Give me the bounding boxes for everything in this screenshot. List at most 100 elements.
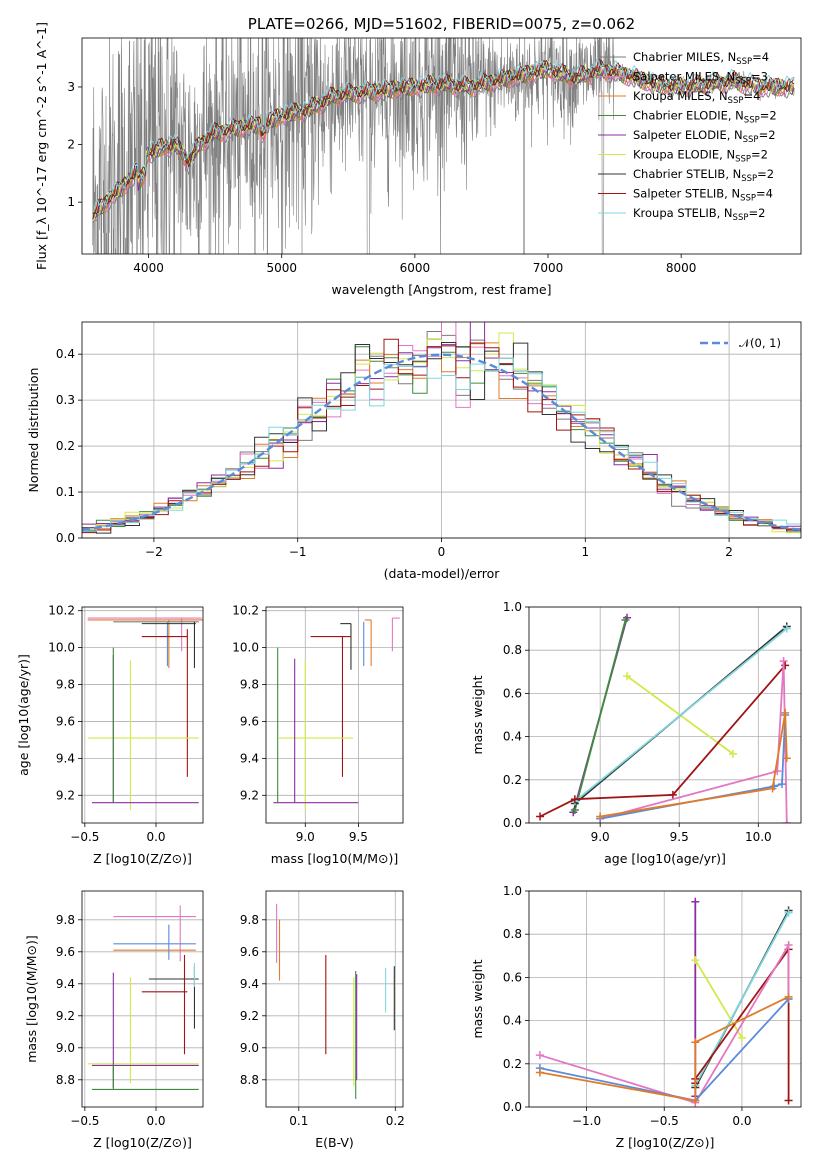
x-tick-label: 9.5: [670, 830, 689, 844]
data-point: [536, 812, 545, 821]
x-tick-label: 0.1: [289, 1114, 308, 1128]
y-tick-label: 1: [67, 195, 75, 209]
x-tick-label: −0.5: [650, 1114, 679, 1128]
panel-7: 0.1 0.2 8.8 9.0 9.2 9.4 9.6 9.8 E(B-V): [240, 890, 405, 1150]
axes-frame: [81, 890, 204, 1108]
y-tick-label: 10.2: [232, 604, 259, 618]
y-tick-label: 9.4: [240, 977, 259, 991]
panel-5: 9.0 9.5 10.0 0.0 0.2 0.4 0.6 0.8 1.0 age [log10(a…: [470, 600, 802, 866]
y-tick-label: 0.1: [56, 485, 75, 499]
x-axis-label: (data-model)/error: [384, 566, 501, 581]
legend-label-4: Chabrier ELODIE, NSSP=2: [633, 109, 777, 126]
legend-label-1: Chabrier MILES, NSSP=4: [633, 50, 769, 67]
legend-label-7: Chabrier STELIB, NSSP=2: [633, 167, 774, 184]
legend-label-2: Salpeter MILES, NSSP=3: [633, 70, 768, 87]
x-axis-label: Z [log10(Z/Z⊙)]: [93, 1135, 192, 1150]
y-tick-label: 9.0: [240, 1041, 259, 1055]
y-axis-label: Flux [f_λ 10^-17 erg cm^-2 s^-1 A^-1]: [34, 22, 49, 270]
data-point: [691, 956, 700, 965]
gaussian-curve: [82, 353, 801, 532]
x-tick-label: 9.0: [591, 830, 610, 844]
legend-label-9: Kroupa STELIB, NSSP=2: [633, 206, 765, 223]
y-tick-label: 9.8: [240, 913, 259, 927]
y-tick-label: 9.6: [56, 714, 75, 728]
y-tick-label: 0.4: [56, 347, 75, 361]
axes-frame: [81, 321, 802, 539]
y-tick-label: 9.4: [240, 751, 259, 765]
x-tick-label: 5000: [266, 261, 297, 275]
legend-label-3: Kroupa MILES, NSSP=4: [633, 89, 760, 106]
data-point: [782, 754, 791, 763]
series-6: [535, 941, 793, 1107]
y-tick-label: 9.4: [56, 751, 75, 765]
y-tick-label: 8.8: [56, 1073, 75, 1087]
plot-area: [82, 322, 801, 534]
data-point: [691, 897, 700, 906]
y-tick-label: 9.8: [240, 678, 259, 692]
x-tick-label: 0: [438, 545, 446, 559]
x-tick-label: 7000: [533, 261, 564, 275]
gridlines: [82, 891, 203, 1107]
data-point: [784, 908, 793, 917]
y-tick-label: 0.8: [503, 643, 522, 657]
y-tick-label: 3: [67, 80, 75, 94]
series-line: [574, 619, 627, 811]
errorbar-6: [310, 635, 351, 777]
y-axis-label: Normed distribution: [26, 368, 41, 493]
x-axis-label: age [log10(age/yr)]: [604, 851, 726, 866]
y-tick-label: 0.3: [56, 393, 75, 407]
x-tick-label: −0.5: [70, 1114, 99, 1128]
data-point: [623, 672, 632, 681]
plot-area: [92, 38, 795, 254]
model-spectrum-9: [92, 58, 795, 213]
y-tick-label: 9.2: [56, 1009, 75, 1023]
x-tick-label: 0.2: [386, 1114, 405, 1128]
plot-area: [273, 617, 400, 811]
data-point: [621, 615, 630, 624]
y-tick-label: 10.0: [48, 641, 75, 655]
y-tick-label: 9.8: [56, 913, 75, 927]
data-point: [691, 1096, 700, 1105]
x-axis-label: Z [log10(Z/Z⊙)]: [616, 1135, 715, 1150]
legend-label-5: Salpeter ELODIE, NSSP=2: [633, 128, 776, 145]
data-point: [535, 1051, 544, 1060]
x-tick-label: 2: [725, 545, 733, 559]
x-tick-label: 6000: [400, 261, 431, 275]
data-point: [668, 790, 677, 799]
y-tick-label: 9.6: [56, 945, 75, 959]
axes-frame: [265, 890, 404, 1108]
errorbar-8: [273, 658, 359, 804]
axes-frame: [528, 606, 802, 824]
y-tick-label: 0.4: [503, 1014, 522, 1028]
axes-frame: [81, 37, 802, 255]
plot-area: [535, 897, 793, 1107]
series-line: [574, 627, 788, 803]
errorbar-1: [391, 617, 400, 652]
series-9: [596, 708, 791, 821]
series-6: [536, 661, 790, 821]
y-axis-label: mass weight: [470, 959, 485, 1038]
x-tick-label: 8000: [666, 261, 697, 275]
legend-label-6: Kroupa ELODIE, NSSP=2: [633, 148, 768, 165]
y-tick-label: 0.2: [503, 773, 522, 787]
series-8: [535, 992, 793, 1105]
x-tick-label: −0.5: [70, 830, 99, 844]
data-point: [779, 657, 788, 665]
data-point: [535, 1068, 544, 1077]
y-tick-label: 9.0: [56, 1041, 75, 1055]
y-tick-label: 9.2: [240, 788, 259, 802]
data-point: [737, 1033, 746, 1042]
panel-4: 9.0 9.5 9.2 9.4 9.6 9.8 10.0 10.2 mass [log10(M/…: [232, 604, 404, 866]
data-point: [570, 795, 579, 804]
legend: Chabrier MILES, NSSP=4 Salpeter MILES, NS…: [598, 50, 777, 223]
y-tick-label: 8.8: [240, 1073, 259, 1087]
legend: 𝒩(0, 1): [700, 336, 781, 350]
plot-area: [87, 905, 199, 1090]
data-point: [784, 1096, 793, 1105]
y-tick-label: 9.4: [56, 977, 75, 991]
model-spectrum-6: [92, 60, 795, 221]
x-axis-label: mass [log10(M/M⊙)]: [271, 851, 399, 866]
data-point: [778, 780, 787, 789]
x-axis-label: Z [log10(Z/Z⊙)]: [93, 851, 192, 866]
